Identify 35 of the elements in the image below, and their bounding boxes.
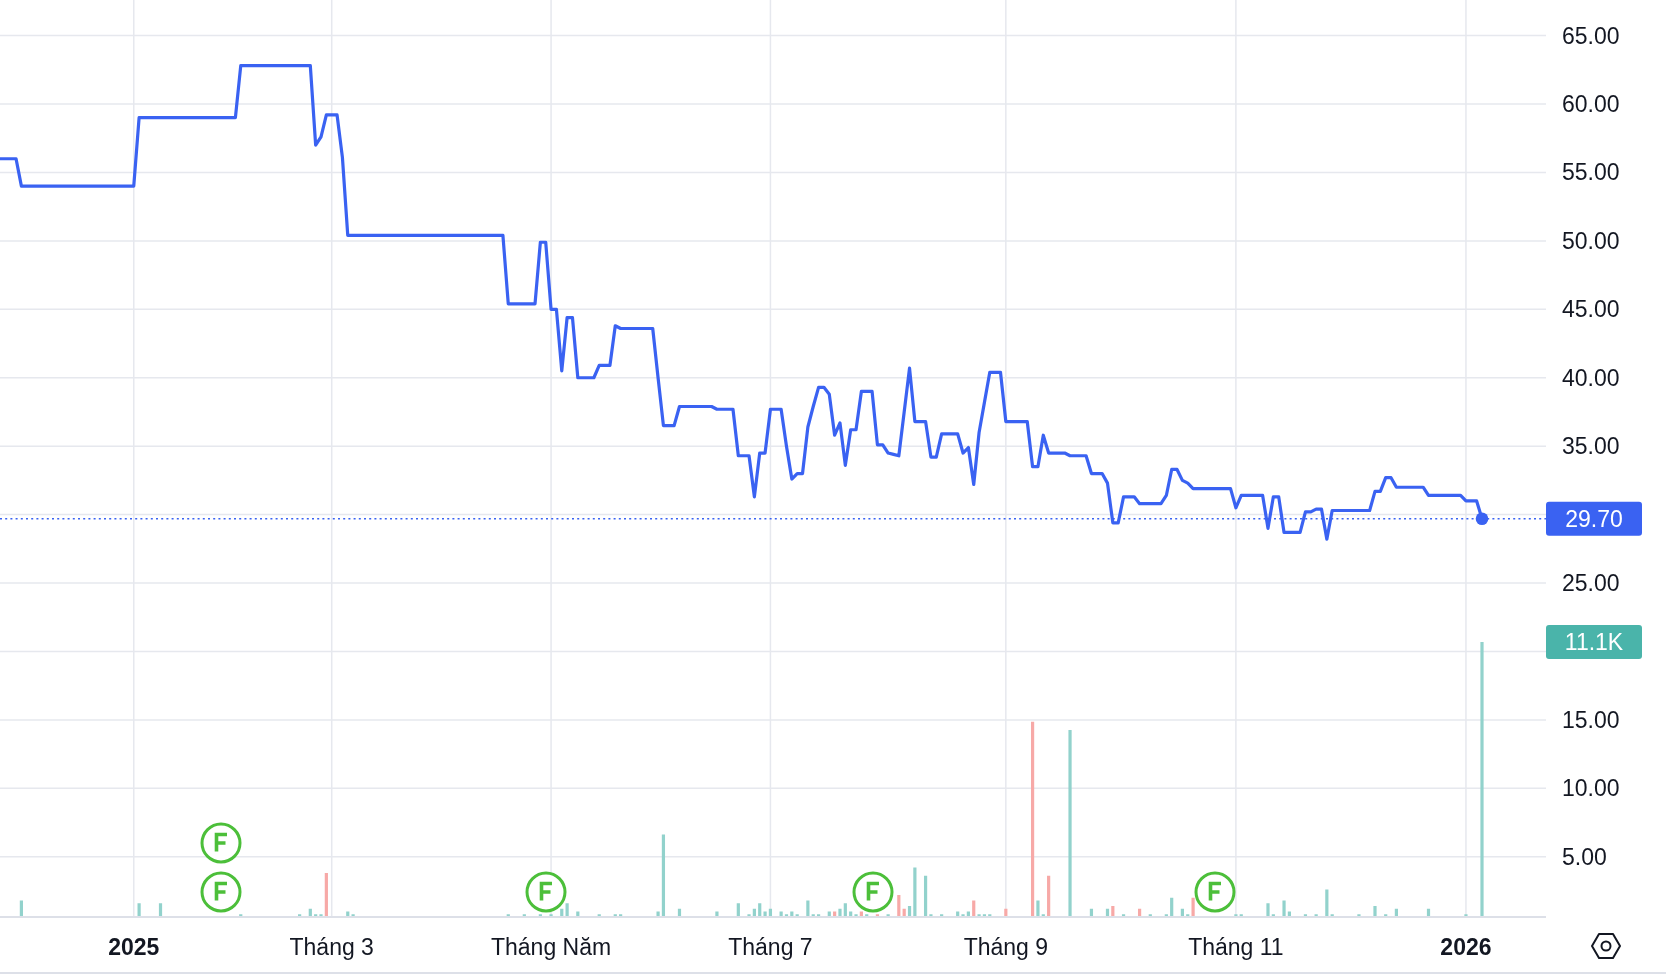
bar: [897, 895, 901, 917]
bar: [1068, 730, 1072, 917]
bar: [1480, 642, 1484, 917]
bar: [838, 908, 842, 917]
y-tick-label: 10.00: [1562, 775, 1620, 802]
x-tick-label: 2026: [1440, 934, 1492, 960]
x-tick-label: Tháng 9: [963, 934, 1049, 960]
ref-line-label: 29.70: [1565, 505, 1623, 532]
y-tick-label: 50.00: [1562, 227, 1620, 254]
y-tick-label: 40.00: [1562, 364, 1620, 391]
x-tick-label: Tháng 3: [289, 934, 374, 960]
y-tick-label: 25.00: [1562, 570, 1620, 597]
x-tick-label: Tháng 7: [728, 934, 813, 960]
y-tick-label: 55.00: [1562, 159, 1620, 186]
bar: [1047, 875, 1051, 917]
bar: [324, 873, 328, 917]
bar: [1282, 900, 1286, 917]
bar: [661, 834, 666, 917]
text: 11.1K: [1564, 629, 1624, 655]
bar: [1030, 721, 1035, 917]
x-tick-label: Tháng Năm: [490, 934, 612, 960]
bar: [1373, 906, 1377, 917]
bar: [1191, 897, 1195, 917]
bar: [913, 867, 917, 917]
y-tick-label: 65.00: [1562, 22, 1620, 49]
bar: [923, 875, 928, 917]
y-tick-label: 60.00: [1562, 91, 1620, 118]
y-tick-label: 5.00: [1562, 843, 1607, 870]
y-tick-label: 35.00: [1562, 433, 1620, 460]
y-tick-label: 45.00: [1562, 296, 1620, 323]
bar: [1036, 900, 1040, 917]
x-tick-label: 2025: [108, 934, 160, 960]
y-tick-label: 15.00: [1562, 706, 1620, 733]
x-tick-label: Tháng 11: [1188, 934, 1284, 960]
bar: [1266, 903, 1270, 917]
